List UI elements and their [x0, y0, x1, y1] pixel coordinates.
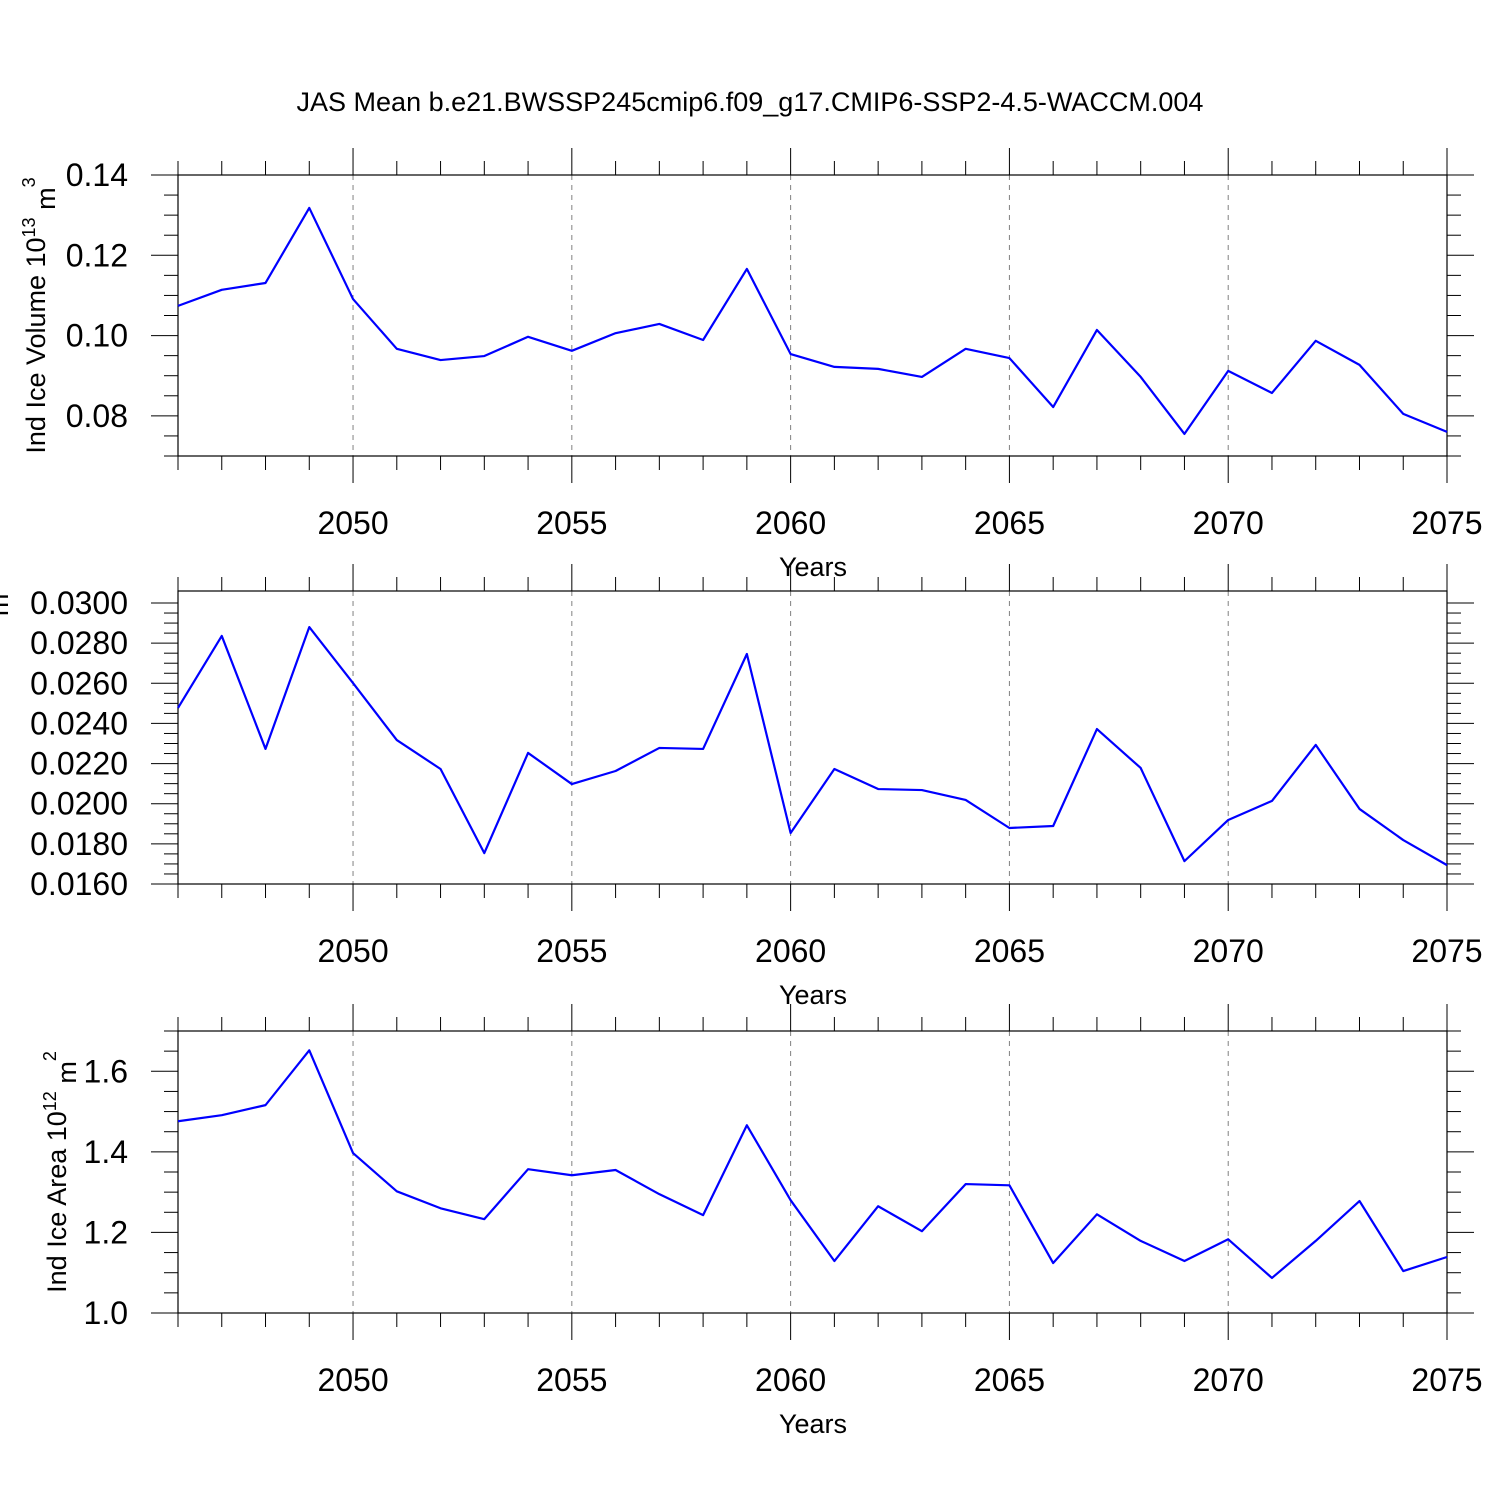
y-tick-label: 0.0300: [30, 585, 128, 621]
series-line: [177, 625, 1448, 867]
x-tick-label: 2050: [317, 505, 388, 541]
plot-frame: [177, 1030, 1448, 1314]
y-axis-label-sup: 13: [19, 217, 39, 237]
y-tick-label: 0.0160: [30, 866, 128, 902]
y-tick-label: 1.4: [84, 1134, 128, 1170]
x-tick-label: 2060: [755, 1362, 826, 1398]
x-axis-label: Years: [779, 1409, 847, 1439]
x-tick-label: 2055: [536, 1362, 607, 1398]
x-tick-label: 2065: [974, 1362, 1045, 1398]
y-axis-label: Ind Ice Area 1012 m2: [40, 1051, 82, 1293]
panel-3: 1.0 1.2 1.4 1.6 2050 2055 2060 2065 2070 2075 Year…: [40, 1004, 1483, 1439]
x-tick-label: 2055: [536, 933, 607, 969]
chart-title: JAS Mean b.e21.BWSSP245cmip6.f09_g17.CMI…: [297, 87, 1204, 117]
y-tick-label: 0.14: [66, 157, 128, 193]
x-tick-label: 2075: [1411, 933, 1482, 969]
y-axis-label-unit-sup: 3: [19, 177, 39, 187]
y-tick-label: 0.0260: [30, 665, 128, 701]
y-axis-label-unit: m: [0, 594, 14, 624]
y-axis-label-unit: m: [52, 1061, 82, 1091]
x-tick-label: 2050: [317, 1362, 388, 1398]
y-tick-label: 0.0220: [30, 746, 128, 782]
series-line: [177, 1049, 1448, 1280]
x-tick-label: 2070: [1193, 933, 1264, 969]
y-axis-label-unit: m: [31, 187, 61, 217]
y-axis-label: Ind Snow Volume 1013 m3: [0, 584, 14, 892]
y-tick-label: 0.12: [66, 237, 128, 273]
y-tick-label: 0.10: [66, 318, 128, 354]
panel-1: 0.08 0.10 0.12 0.14 2050 2055 2060 2065 2070 2075…: [19, 148, 1483, 582]
y-tick-label: 0.0280: [30, 625, 128, 661]
x-tick-label: 2060: [755, 933, 826, 969]
y-axis-label-text: Ind Snow Volume 10: [0, 644, 4, 892]
x-tick-label: 2070: [1193, 1362, 1264, 1398]
x-tick-label: 2060: [755, 505, 826, 541]
x-tick-label: 2070: [1193, 505, 1264, 541]
plot-frame: [177, 590, 1448, 885]
x-tick-label: 2075: [1411, 1362, 1482, 1398]
y-axis-label-text: Ind Ice Area 10: [42, 1111, 72, 1293]
x-tick-label: 2050: [317, 933, 388, 969]
y-tick-label: 0.0180: [30, 826, 128, 862]
panel-2: 0.0160 0.0180 0.0200 0.0220 0.0240 0.0260 0.02…: [0, 564, 1483, 1010]
x-axis-label: Years: [779, 552, 847, 582]
y-tick-label: 0.0200: [30, 786, 128, 822]
y-tick-label: 0.08: [66, 398, 128, 434]
x-tick-label: 2055: [536, 505, 607, 541]
y-tick-label: 1.0: [84, 1295, 128, 1331]
x-tick-label: 2065: [974, 505, 1045, 541]
y-tick-label: 1.6: [84, 1053, 128, 1089]
y-axis-label-text: Ind Ice Volume 10: [21, 237, 51, 453]
x-axis-label: Years: [779, 980, 847, 1010]
x-tick-label: 2075: [1411, 505, 1482, 541]
y-axis-label-unit-sup: 2: [40, 1051, 60, 1061]
y-axis-label: Ind Ice Volume 1013 m3: [19, 177, 61, 453]
y-axis-label-sup: 12: [40, 1091, 60, 1111]
x-tick-label: 2065: [974, 933, 1045, 969]
series-line: [177, 206, 1448, 436]
y-tick-label: 0.0240: [30, 705, 128, 741]
y-tick-label: 1.2: [84, 1214, 128, 1250]
